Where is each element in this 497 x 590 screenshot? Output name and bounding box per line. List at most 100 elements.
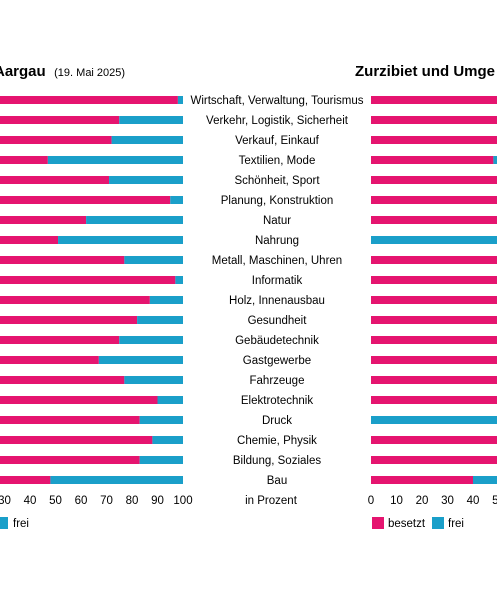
left-bar-7-series-1 [58,236,183,244]
left-x-tick-6: 90 [151,495,164,507]
right-bar-0-series-0 [371,96,497,104]
left-x-tick-0: 30 [0,495,11,507]
right-bar-13-series-0 [371,356,497,364]
left-bar-10-series-0 [0,296,150,304]
right-bar-8-series-0 [371,256,497,264]
right-bar-7-series-1 [371,236,497,244]
category-label-6: Natur [263,215,291,227]
left-bar-18-series-0 [0,456,140,464]
category-label-0: Wirtschaft, Verwaltung, Tourismus [191,95,364,107]
left-x-tick-2: 50 [49,495,62,507]
left-bar-15-series-0 [0,396,158,404]
right-x-tick-1: 10 [390,495,403,507]
category-label-15: Elektrotechnik [241,395,313,407]
left-bar-16-series-1 [139,416,183,424]
left-x-tick-7: 100 [173,495,192,507]
right-x-tick-2: 20 [416,495,429,507]
right-x-tick-4: 40 [467,495,480,507]
left-bar-18-series-1 [139,456,183,464]
left-bar-17-series-0 [0,436,153,444]
left-bar-2-series-0 [0,136,112,144]
category-label-7: Nahrung [255,235,299,247]
category-label-5: Planung, Konstruktion [221,195,334,207]
left-bar-6-series-1 [86,216,183,224]
right-bar-2-series-0 [371,136,497,144]
right-bar-18-series-0 [371,456,497,464]
left-bar-4-series-0 [0,176,110,184]
left-bar-0-series-0 [0,96,178,104]
left-bar-15-series-1 [157,396,183,404]
category-label-10: Holz, Innenausbau [229,295,325,307]
left-bar-0-series-1 [177,96,183,104]
right-bar-6-series-0 [371,216,497,224]
category-label-2: Verkauf, Einkauf [235,135,320,147]
category-label-8: Metall, Maschinen, Uhren [212,255,342,267]
right-bar-4-series-0 [371,176,497,184]
right-bar-19-series-1 [473,476,497,484]
left-x-ticks: 30 40 50 60 70 80 90 100 [0,495,193,507]
left-x-tick-4: 70 [100,495,113,507]
left-bar-12-series-1 [119,336,183,344]
left-bar-5-series-1 [170,196,183,204]
right-bar-5-series-0 [371,196,497,204]
right-bar-14-series-0 [371,376,497,384]
right-bar-9-series-0 [371,276,497,284]
right-legend-besetzt-swatch [372,517,384,529]
right-legend-frei-label: frei [448,518,464,530]
left-bar-10-series-1 [149,296,183,304]
category-label-19: Bau [267,475,287,487]
right-legend-frei-swatch [432,517,444,529]
right-bars [371,96,497,484]
right-bar-10-series-0 [371,296,497,304]
left-x-tick-1: 40 [24,495,37,507]
axis-unit-label: in Prozent [245,495,298,507]
category-label-14: Fahrzeuge [250,375,305,387]
right-bar-3-series-0 [371,156,494,164]
left-x-tick-3: 60 [75,495,88,507]
category-label-13: Gastgewerbe [243,355,311,367]
left-legend: frei [0,517,29,530]
left-bar-1-series-1 [119,116,183,124]
right-x-tick-3: 30 [441,495,454,507]
left-bar-8-series-0 [0,256,125,264]
category-label-16: Druck [262,415,292,427]
left-bar-7-series-0 [0,236,59,244]
left-title-sub: (19. Mai 2025) [54,67,125,79]
left-bar-14-series-0 [0,376,125,384]
right-bar-11-series-0 [371,316,497,324]
right-bar-3-series-1 [493,156,497,164]
left-bar-13-series-0 [0,356,99,364]
category-label-17: Chemie, Physik [237,435,317,447]
left-bar-6-series-0 [0,216,87,224]
category-label-3: Textilien, Mode [239,155,316,167]
left-bar-5-series-0 [0,196,171,204]
right-bar-15-series-0 [371,396,497,404]
category-labels: Wirtschaft, Verwaltung, Tourismus Verkehr… [191,95,364,487]
category-label-9: Informatik [252,275,303,287]
left-bar-19-series-1 [50,476,184,484]
left-bar-12-series-0 [0,336,120,344]
left-legend-frei-label: frei [13,518,29,530]
left-bar-3-series-0 [0,156,48,164]
left-bar-13-series-1 [98,356,183,364]
right-bar-17-series-0 [371,436,497,444]
right-chart-title: Zurzibiet und Umge [355,63,495,80]
left-bar-11-series-0 [0,316,138,324]
left-legend-frei-swatch [0,517,8,529]
left-bar-3-series-1 [47,156,183,164]
category-label-18: Bildung, Soziales [233,455,321,467]
right-bar-16-series-1 [371,416,497,424]
left-bar-16-series-0 [0,416,140,424]
category-label-1: Verkehr, Logistik, Sicherheit [206,115,349,127]
left-bar-9-series-0 [0,276,176,284]
left-bar-9-series-1 [175,276,183,284]
category-label-11: Gesundheit [248,315,308,327]
left-x-tick-5: 80 [126,495,139,507]
right-bar-19-series-0 [371,476,473,484]
right-x-ticks: 0 10 20 30 40 50 [368,495,497,507]
left-bar-14-series-1 [124,376,183,384]
left-bar-11-series-1 [137,316,183,324]
right-bar-1-series-0 [371,116,497,124]
right-x-tick-5: 50 [492,495,497,507]
